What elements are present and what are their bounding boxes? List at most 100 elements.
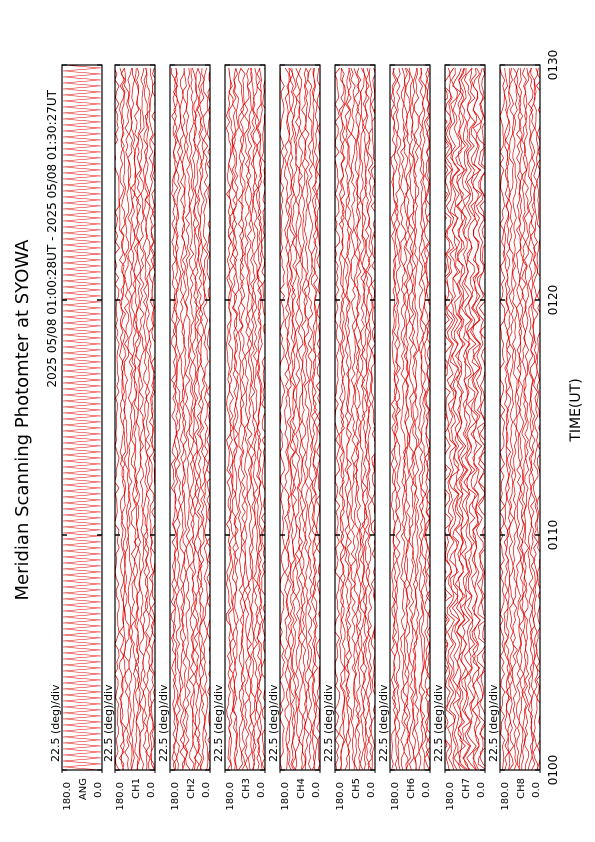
traces bbox=[115, 67, 161, 770]
trace-texture bbox=[307, 67, 314, 770]
trace-texture bbox=[300, 67, 307, 770]
trace-texture bbox=[405, 67, 411, 770]
trace-texture bbox=[477, 67, 485, 770]
channel-label: CH2 bbox=[186, 778, 197, 799]
trace-texture bbox=[445, 67, 454, 770]
scale-label: 22.5 (deg)/div bbox=[102, 684, 115, 762]
trace-texture bbox=[289, 67, 296, 770]
trace-texture bbox=[303, 67, 310, 770]
trace-texture bbox=[135, 67, 142, 770]
trace-texture bbox=[518, 67, 525, 770]
trace-texture bbox=[62, 65, 102, 770]
trace-texture bbox=[120, 67, 127, 770]
trace-texture bbox=[150, 67, 155, 770]
y-tick-label: 0.0 bbox=[256, 782, 267, 798]
trace-texture bbox=[123, 67, 130, 770]
trace-texture bbox=[402, 67, 409, 770]
traces bbox=[62, 65, 102, 770]
trace-texture bbox=[280, 68, 285, 770]
channel-label: CH4 bbox=[296, 778, 307, 799]
trace-texture bbox=[142, 67, 149, 770]
trace-texture bbox=[508, 67, 515, 770]
trace-texture bbox=[423, 67, 430, 770]
y-tick-label: 0.0 bbox=[421, 782, 432, 798]
trace-texture bbox=[463, 67, 474, 770]
trace-texture bbox=[311, 67, 317, 770]
x-tick-label: 0130 bbox=[546, 50, 560, 81]
trace-texture bbox=[209, 67, 210, 770]
trace-texture bbox=[395, 67, 401, 770]
trace-texture bbox=[521, 67, 527, 770]
trace-texture bbox=[470, 67, 482, 770]
channel-label: CH1 bbox=[131, 778, 142, 799]
trace-texture bbox=[261, 67, 265, 770]
trace-texture bbox=[257, 67, 263, 770]
trace-texture bbox=[429, 67, 430, 770]
trace-texture bbox=[364, 67, 371, 770]
x-tick-label: 0120 bbox=[546, 285, 560, 316]
channel-label: CH5 bbox=[351, 778, 362, 799]
y-tick-label: 180.0 bbox=[170, 782, 181, 811]
trace-texture bbox=[199, 67, 206, 770]
trace-texture bbox=[191, 67, 198, 770]
panel-frame bbox=[444, 64, 486, 771]
trace-texture bbox=[196, 67, 203, 770]
y-tick-label: 0.0 bbox=[146, 782, 157, 798]
trace-texture bbox=[512, 67, 518, 770]
trace-texture bbox=[286, 67, 292, 770]
trace-texture bbox=[244, 67, 250, 770]
trace-texture bbox=[466, 67, 477, 770]
trace-texture bbox=[202, 67, 209, 770]
trace-texture bbox=[184, 67, 191, 770]
panel-frame bbox=[61, 64, 103, 771]
trace-texture bbox=[503, 67, 510, 770]
trace-texture bbox=[425, 67, 430, 770]
panel-frame bbox=[279, 64, 321, 771]
panel-frame bbox=[334, 64, 376, 771]
trace-texture bbox=[127, 67, 134, 770]
y-tick-label: 0.0 bbox=[311, 782, 322, 798]
y-tick-label: 180.0 bbox=[115, 782, 126, 811]
panel-frame bbox=[169, 64, 211, 771]
y-tick-label: 180.0 bbox=[280, 782, 291, 811]
trace-texture bbox=[188, 67, 195, 770]
trace-texture bbox=[367, 67, 373, 770]
trace-texture bbox=[170, 67, 177, 770]
trace-texture bbox=[115, 67, 120, 770]
trace-texture bbox=[130, 68, 137, 770]
trace-texture bbox=[181, 67, 188, 770]
chart-subtitle: 2025 05/08 01:00:28UT - 2025 05/08 01:30… bbox=[45, 89, 59, 387]
trace-texture bbox=[148, 68, 155, 770]
trace-texture bbox=[175, 67, 182, 770]
traces bbox=[390, 67, 430, 770]
trace-texture bbox=[460, 67, 472, 770]
trace-texture bbox=[445, 67, 457, 770]
trace-texture bbox=[294, 67, 301, 770]
trace-texture bbox=[475, 67, 485, 770]
trace-texture bbox=[138, 67, 145, 770]
trace-texture bbox=[233, 67, 240, 770]
trace-texture bbox=[400, 67, 406, 770]
trace-texture bbox=[315, 67, 320, 770]
channel-label: CH8 bbox=[516, 778, 527, 799]
panel-frame bbox=[114, 64, 156, 771]
y-tick-label: 0.0 bbox=[531, 782, 542, 798]
traces bbox=[280, 67, 320, 770]
x-tick-label: 0100 bbox=[546, 755, 560, 786]
trace-texture bbox=[231, 67, 238, 770]
trace-texture bbox=[237, 67, 244, 770]
trace-texture bbox=[156, 68, 161, 770]
traces bbox=[225, 67, 265, 770]
trace-texture bbox=[346, 67, 352, 770]
trace-texture bbox=[448, 67, 460, 770]
x-axis-label: TIME(UT) bbox=[568, 378, 584, 442]
trace-texture bbox=[353, 67, 360, 770]
panel-frame bbox=[224, 64, 266, 771]
trace-texture bbox=[529, 67, 536, 770]
trace-texture bbox=[225, 67, 232, 770]
trace-texture bbox=[291, 67, 298, 770]
channel-label: CH6 bbox=[406, 778, 417, 799]
y-tick-label: 180.0 bbox=[445, 782, 456, 811]
y-tick-label: 180.0 bbox=[62, 782, 73, 811]
x-tick-label: 0110 bbox=[546, 520, 560, 551]
